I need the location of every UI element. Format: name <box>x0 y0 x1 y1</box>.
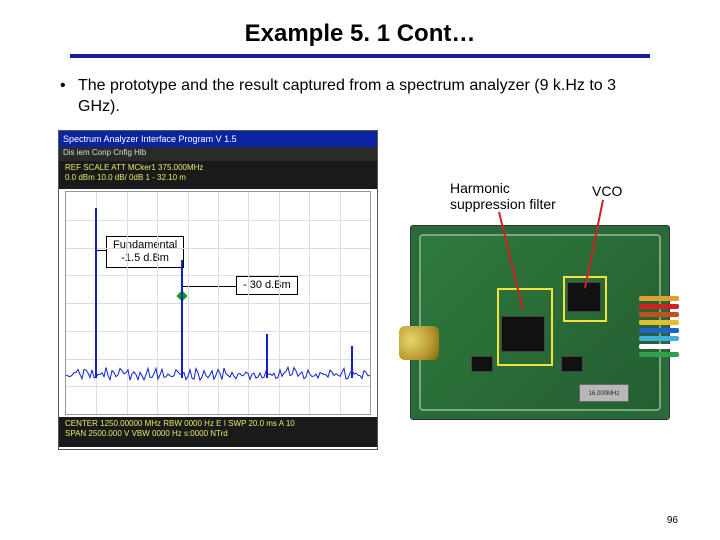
pcb-photo: 16.000MHz <box>410 225 670 420</box>
bullet-text: The prototype and the result captured fr… <box>78 76 660 118</box>
spectrum-spike <box>266 334 268 378</box>
wire <box>639 336 679 341</box>
sa-menubar: Dis iem Conp Cnfig Hlb <box>59 147 377 161</box>
sa-info-line2: 0.0 dBm 10.0 dB/ 0dB 1 - 32.10 m <box>65 173 371 183</box>
chip-small-1 <box>471 356 493 372</box>
spectrum-spike <box>351 346 353 378</box>
wire <box>639 312 679 317</box>
slide-title: Example 5. 1 Cont… <box>0 0 720 48</box>
bullet-row: • The prototype and the result captured … <box>60 76 660 118</box>
highlight-box <box>497 288 553 366</box>
spectrum-spike <box>181 260 183 378</box>
chip-small-2 <box>561 356 583 372</box>
wire <box>639 320 679 325</box>
wire <box>639 328 679 333</box>
sa-plot-area: Fundamental -1.5 d.Bm - 30 d.Bm <box>65 191 371 415</box>
label-harmonic-l1: Harmonic <box>450 180 510 196</box>
spectrum-analyzer-panel: Spectrum Analyzer Interface Program V 1.… <box>58 130 378 450</box>
wire <box>639 352 679 357</box>
sa-footer: CENTER 1250.00000 MHz RBW 0000 Hz E I SW… <box>59 417 377 447</box>
sma-connector <box>399 326 439 360</box>
sa-footer-line1: CENTER 1250.00000 MHz RBW 0000 Hz E I SW… <box>65 419 371 429</box>
sa-info-line1: REF SCALE ATT MCker1 375.000MHz <box>65 163 371 173</box>
sa-infobar: REF SCALE ATT MCker1 375.000MHz 0.0 dBm … <box>59 161 377 189</box>
label-vco: VCO <box>592 183 622 199</box>
crystal-osc: 16.000MHz <box>579 384 629 402</box>
sa-footer-line2: SPAN 2500.000 V VBW 0000 Hz s:0000 NTrd <box>65 429 371 439</box>
title-underline <box>70 54 650 58</box>
spectrum-spike <box>95 208 97 378</box>
noise-trace <box>66 192 370 414</box>
label-harmonic: Harmonic suppression filter <box>450 180 556 212</box>
bullet-dot: • <box>60 76 78 118</box>
wire <box>639 344 679 349</box>
label-harmonic-l2: suppression filter <box>450 196 556 212</box>
wire <box>639 296 679 301</box>
page-number: 96 <box>667 515 678 526</box>
sa-window-title: Spectrum Analyzer Interface Program V 1.… <box>59 131 377 147</box>
wire <box>639 304 679 309</box>
